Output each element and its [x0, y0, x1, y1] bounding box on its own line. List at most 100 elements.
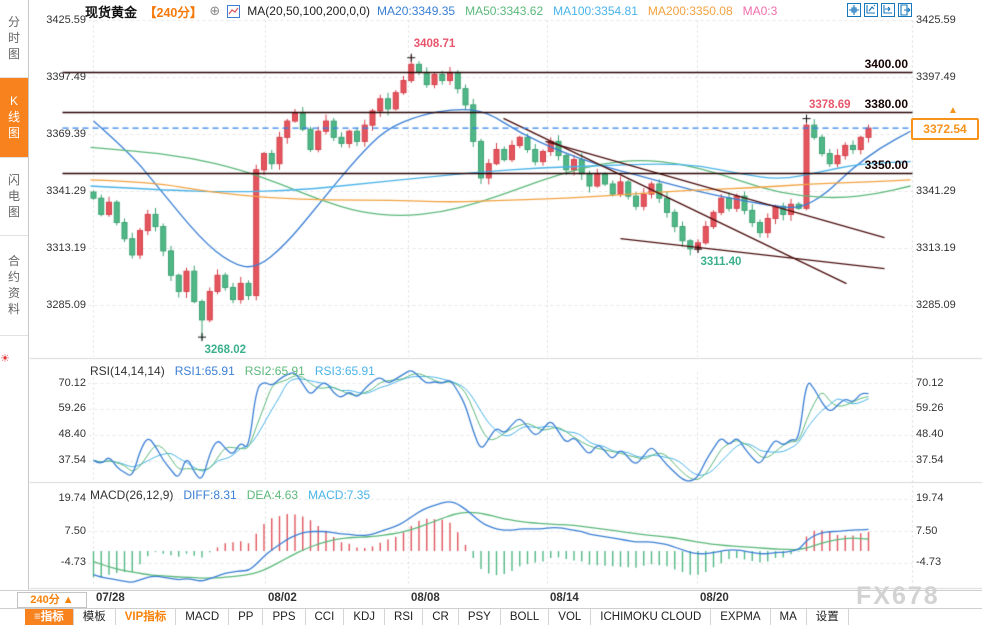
rsi-title[interactable]: RSI(14,14,14) — [90, 364, 165, 378]
sidebar-tab-char: 图 — [7, 47, 20, 61]
date-label: 08/02 — [268, 592, 297, 604]
toolbar-item-VIP指标[interactable]: VIP指标 — [116, 609, 177, 625]
toolbar-item-label: RSI — [394, 611, 414, 623]
rsi-axis-label-left: 70.12 — [58, 376, 86, 389]
scale-y-axis-icon[interactable] — [864, 3, 878, 17]
toolbar-item-label: CCI — [314, 611, 335, 623]
extreme-annotation: 3268.02 — [204, 343, 247, 356]
date-label: 08/20 — [700, 592, 729, 604]
scale-x-axis-icon[interactable] — [881, 3, 895, 17]
toolbar-item-label: CR — [432, 611, 449, 623]
toolbar-item-label: 指标 — [40, 611, 64, 623]
sidebar-tab-char: 合 — [7, 254, 20, 268]
date-label: 08/08 — [411, 592, 440, 604]
toolbar-item-ICHIMOKU CLOUD[interactable]: ICHIMOKU CLOUD — [591, 609, 712, 625]
macd-axis-label-left: -4.73 — [60, 556, 86, 569]
toolbar-item-label: EXPMA — [720, 611, 761, 623]
sidebar-tab-分时图[interactable]: 分时图 — [0, 0, 28, 78]
price-axis-label-left: 3425.59 — [46, 13, 86, 26]
toolbar-item-CR[interactable]: CR — [423, 609, 459, 625]
toolbar-item-MA[interactable]: MA — [771, 609, 807, 625]
price-axis-label-right: 3397.49 — [916, 70, 956, 83]
sidebar-tab-char: 图 — [7, 126, 20, 140]
toolbar-item-RSI[interactable]: RSI — [385, 609, 424, 625]
indicator-readout: MACD:7.35 — [308, 488, 371, 502]
chart-canvas[interactable] — [0, 0, 982, 590]
price-axis-label-left: 3397.49 — [46, 70, 86, 83]
symbol-title: 现货黄金 — [85, 4, 138, 20]
price-axis-label-right: 3341.29 — [916, 184, 956, 197]
rsi-axis-label-left: 48.40 — [58, 428, 86, 441]
sidebar-tab-char: 电 — [7, 189, 20, 203]
last-price-box: 3372.54 — [911, 117, 979, 140]
chart-type-icon[interactable] — [227, 4, 241, 18]
extreme-annotation: 3378.69 — [809, 99, 851, 112]
sidebar-tab-闪电图[interactable]: 闪电图 — [0, 158, 28, 236]
toolbar-item-KDJ[interactable]: KDJ — [344, 609, 386, 625]
chart-header: 现货黄金 【240分】 ⊕ MA(20,50,100,200,0,0) MA20… — [85, 3, 777, 20]
rsi-axis-label-right: 70.12 — [916, 376, 944, 389]
interval-selector[interactable]: 240分 ▲ — [17, 592, 87, 608]
macd-axis-label-left: 7.50 — [64, 524, 86, 537]
price-axis-label-left: 3313.19 — [46, 241, 86, 254]
toolbar-item-label: 模板 — [82, 611, 106, 623]
sidebar-tab-char: K — [9, 94, 18, 108]
alert-lamp-icon[interactable]: ☀ — [0, 353, 10, 365]
rsi-axis-label-right: 48.40 — [916, 428, 944, 441]
chart-toolbar-icons — [847, 3, 912, 17]
price-axis-label-left: 3369.39 — [46, 127, 86, 140]
price-axis-label-right: 3425.59 — [916, 13, 956, 26]
toolbar-item-label: PPS — [272, 611, 296, 623]
exit-pan-icon[interactable] — [898, 3, 912, 17]
price-axis-label-left: 3285.09 — [46, 298, 86, 311]
macd-header: MACD(26,12,9) DIFF:8.31 DEA:4.63 MACD:7.35 — [90, 488, 370, 502]
toolbar-item-EXPMA[interactable]: EXPMA — [711, 609, 771, 625]
sidebar-tab-char: 分 — [7, 15, 20, 29]
price-level-label: 3350.00 — [864, 158, 908, 173]
ma-settings-label[interactable]: MA(20,50,100,200,0,0) — [247, 4, 371, 18]
toolbar-item-label: VIP指标 — [124, 611, 167, 623]
toolbar-item-CCI[interactable]: CCI — [306, 609, 345, 625]
ma-readout: MA0:3 — [742, 4, 778, 18]
toolbar-item-PP[interactable]: PP — [229, 609, 264, 625]
rsi-axis-label-right: 59.26 — [916, 402, 944, 415]
rsi-header: RSI(14,14,14) RSI1:65.91 RSI2:65.91 RSI3:6… — [90, 364, 375, 378]
toolbar-item-设置[interactable]: 设置 — [807, 609, 849, 625]
sidebar-tab-char: 闪 — [7, 173, 20, 187]
indicator-readout: RSI2:65.91 — [244, 364, 305, 378]
price-axis-label-left: 3341.29 — [46, 184, 86, 197]
toolbar-item-label: PSY — [467, 611, 491, 623]
bottom-toolbar: ≡ 指标 模板 VIP指标 MACD PP PPS CCI KDJ RSI CR PSY BOLL VO… — [0, 608, 982, 625]
toolbar-item-VOL[interactable]: VOL — [549, 609, 592, 625]
move-crosshair-icon[interactable] — [847, 3, 861, 17]
toolbar-item-指标[interactable]: ≡ 指标 — [25, 609, 74, 625]
ma-readout: MA20:3349.35 — [377, 4, 456, 18]
date-label: 07/28 — [96, 592, 125, 604]
toolbar-item-BOLL[interactable]: BOLL — [501, 609, 550, 625]
indicator-readout: DEA:4.63 — [246, 488, 299, 502]
sidebar-tab-合约资料[interactable]: 合约资料 — [0, 236, 28, 336]
ma-readouts: MA20:3349.35 MA50:3343.62 MA100:3354.81 MA2… — [377, 4, 777, 18]
toolbar-item-label: VOL — [558, 611, 582, 623]
toolbar-item-模板[interactable]: 模板 — [74, 609, 116, 625]
time-axis — [0, 590, 982, 609]
ma-readout: MA50:3343.62 — [465, 4, 544, 18]
ma-readout: MA100:3354.81 — [553, 4, 638, 18]
price-up-arrow-icon: ▲ — [948, 104, 958, 116]
toolbar-item-label: MA — [779, 611, 797, 623]
toolbar-item-PSY[interactable]: PSY — [459, 609, 501, 625]
toolbar-item-PPS[interactable]: PPS — [263, 609, 306, 625]
price-level-label: 3380.00 — [864, 97, 908, 112]
interval-label[interactable]: 【240分】 — [144, 5, 203, 20]
rsi-axis-label-left: 59.26 — [58, 402, 86, 415]
sidebar-tab-char: 料 — [7, 302, 20, 316]
price-axis-label-right: 3313.19 — [916, 241, 956, 254]
toolbar-item-label: ICHIMOKU CLOUD — [600, 611, 702, 623]
toolbar-item-MACD[interactable]: MACD — [176, 609, 230, 625]
crosshair-toggle-icon[interactable]: ⊕ — [209, 3, 221, 18]
sidebar-tab-char: 资 — [7, 286, 20, 300]
macd-title[interactable]: MACD(26,12,9) — [90, 488, 174, 502]
